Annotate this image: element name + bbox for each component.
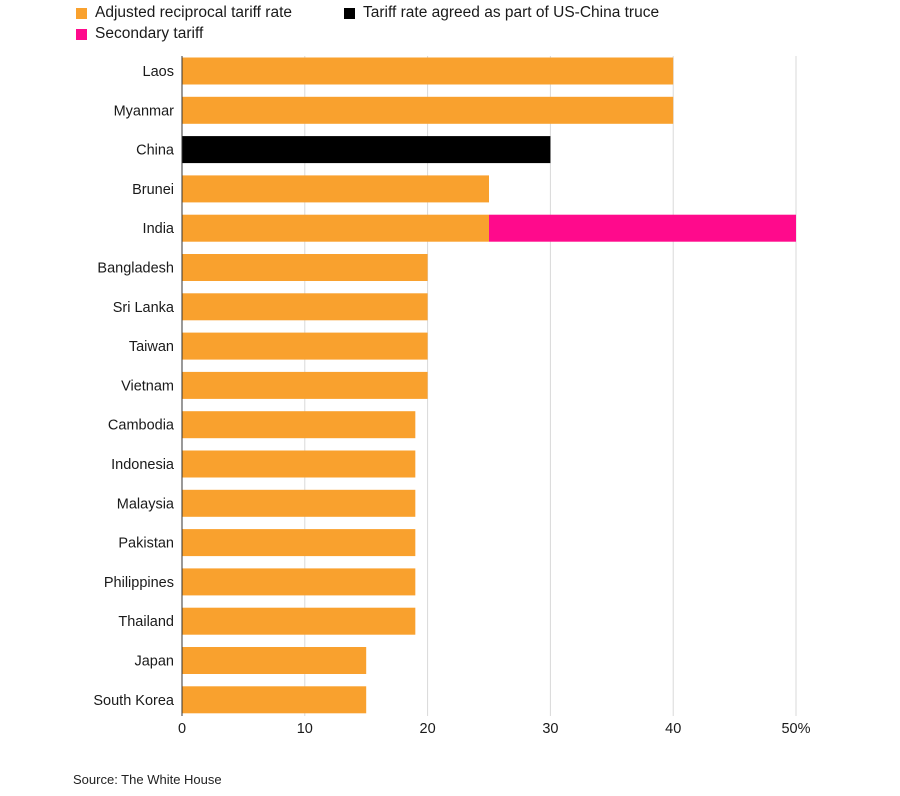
x-tick-label-20: 20 bbox=[420, 721, 436, 737]
x-tick-label-0: 0 bbox=[178, 721, 186, 737]
x-tick-label-10: 10 bbox=[297, 721, 313, 737]
category-label-japan: Japan bbox=[134, 654, 174, 670]
category-label-china: China bbox=[136, 143, 175, 159]
bar-philippines-adjusted-reciprocal-tariff-rate bbox=[182, 568, 416, 596]
bar-india-secondary-tariff bbox=[489, 214, 796, 242]
category-label-india: India bbox=[143, 221, 175, 237]
category-label-indonesia: Indonesia bbox=[111, 457, 175, 473]
bar-taiwan-adjusted-reciprocal-tariff-rate bbox=[182, 332, 428, 360]
bar-south-korea-adjusted-reciprocal-tariff-rate bbox=[182, 686, 367, 714]
legend-swatch-truce bbox=[344, 7, 355, 19]
category-label-cambodia: Cambodia bbox=[108, 418, 175, 434]
category-label-laos: Laos bbox=[143, 64, 174, 80]
category-label-taiwan: Taiwan bbox=[129, 339, 174, 355]
bar-sri-lanka-adjusted-reciprocal-tariff-rate bbox=[182, 293, 428, 321]
legend-swatch-secondary bbox=[76, 28, 87, 40]
bar-cambodia-adjusted-reciprocal-tariff-rate bbox=[182, 411, 416, 439]
bar-brunei-adjusted-reciprocal-tariff-rate bbox=[182, 175, 489, 203]
bar-malaysia-adjusted-reciprocal-tariff-rate bbox=[182, 489, 416, 517]
bar-india-adjusted-reciprocal-tariff-rate bbox=[182, 214, 489, 242]
bar-china-tariff-rate-agreed-as-part-of-us-china-truce bbox=[182, 136, 551, 164]
category-label-malaysia: Malaysia bbox=[117, 496, 175, 512]
bar-japan-adjusted-reciprocal-tariff-rate bbox=[182, 647, 367, 674]
bar-vietnam-adjusted-reciprocal-tariff-rate bbox=[182, 371, 428, 399]
category-label-vietnam: Vietnam bbox=[121, 378, 174, 394]
legend-item-secondary: Secondary tariff bbox=[76, 25, 203, 43]
category-label-pakistan: Pakistan bbox=[118, 536, 174, 552]
legend-item-truce: Tariff rate agreed as part of US-China t… bbox=[344, 4, 659, 22]
legend-label-secondary: Secondary tariff bbox=[95, 25, 204, 42]
category-label-south-korea: South Korea bbox=[93, 693, 175, 709]
bar-thailand-adjusted-reciprocal-tariff-rate bbox=[182, 607, 416, 635]
legend-label-truce: Tariff rate agreed as part of US-China t… bbox=[363, 4, 660, 21]
legend-item-adjusted: Adjusted reciprocal tariff rate bbox=[76, 4, 292, 22]
bar-myanmar-adjusted-reciprocal-tariff-rate bbox=[182, 96, 674, 124]
category-label-brunei: Brunei bbox=[132, 182, 174, 198]
category-label-thailand: Thailand bbox=[118, 614, 174, 630]
category-label-philippines: Philippines bbox=[104, 575, 174, 591]
category-label-sri-lanka: Sri Lanka bbox=[113, 300, 175, 316]
x-tick-label-30: 30 bbox=[542, 721, 558, 737]
source-note: Source: The White House bbox=[73, 772, 222, 787]
bar-pakistan-adjusted-reciprocal-tariff-rate bbox=[182, 529, 416, 557]
category-label-myanmar: Myanmar bbox=[114, 103, 175, 119]
bar-laos-adjusted-reciprocal-tariff-rate bbox=[182, 57, 674, 85]
bar-bangladesh-adjusted-reciprocal-tariff-rate bbox=[182, 254, 428, 281]
legend-label-adjusted: Adjusted reciprocal tariff rate bbox=[95, 4, 293, 21]
category-label-bangladesh: Bangladesh bbox=[97, 261, 174, 277]
x-tick-label-40: 40 bbox=[665, 721, 681, 737]
x-tick-label-50: 50% bbox=[781, 721, 810, 737]
bar-indonesia-adjusted-reciprocal-tariff-rate bbox=[182, 450, 416, 478]
legend-swatch-adjusted bbox=[76, 7, 87, 19]
